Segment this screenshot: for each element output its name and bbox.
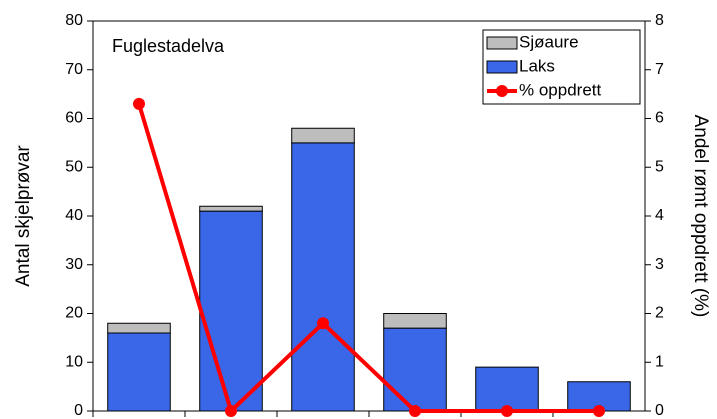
bar <box>383 327 447 412</box>
legend-label: % oppdrett <box>519 80 601 99</box>
legend-swatch <box>486 36 518 50</box>
y-tick-label: 70 <box>65 61 83 78</box>
line-marker <box>317 317 329 330</box>
line-marker <box>501 405 513 417</box>
line-marker <box>409 405 421 417</box>
y2-tick-label: 5 <box>655 158 664 175</box>
y2-tick-label: 8 <box>655 12 664 29</box>
y2-tick-label: 2 <box>655 305 664 322</box>
legend-label: Sjøaure <box>519 32 579 51</box>
y-axis-label: Antal skjelprøvar <box>13 145 34 287</box>
bar <box>475 366 539 412</box>
y-tick-label: 40 <box>65 207 83 224</box>
y-tick-label: 10 <box>65 353 83 370</box>
legend-swatch <box>486 60 518 74</box>
chart-title: Fuglestadelva <box>112 36 225 56</box>
y2-tick-label: 0 <box>655 402 664 419</box>
line-marker <box>593 405 605 417</box>
line <box>137 103 599 415</box>
y2-tick-label: 6 <box>655 110 664 127</box>
y-tick-label: 20 <box>65 305 83 322</box>
y2-axis-label: Andel rømt oppdrett (%) <box>690 115 711 318</box>
y-tick-label: 50 <box>65 158 83 175</box>
bar <box>199 210 263 412</box>
y2-tick-label: 1 <box>655 353 664 370</box>
y2-tick-label: 7 <box>655 61 664 78</box>
legend-marker <box>496 85 508 97</box>
bar <box>107 322 171 334</box>
y-tick-label: 0 <box>74 402 83 419</box>
bar <box>199 205 263 212</box>
bar <box>291 142 355 412</box>
line-marker <box>133 97 145 110</box>
y-tick-label: 80 <box>65 12 83 29</box>
y-tick-label: 60 <box>65 110 83 127</box>
line-marker <box>225 405 237 417</box>
legend-label: Laks <box>519 56 555 75</box>
y2-tick-label: 3 <box>655 256 664 273</box>
bar <box>291 127 355 144</box>
y-tick-label: 30 <box>65 256 83 273</box>
y2-tick-label: 4 <box>655 207 664 224</box>
bar <box>383 313 447 329</box>
bar <box>107 332 171 412</box>
